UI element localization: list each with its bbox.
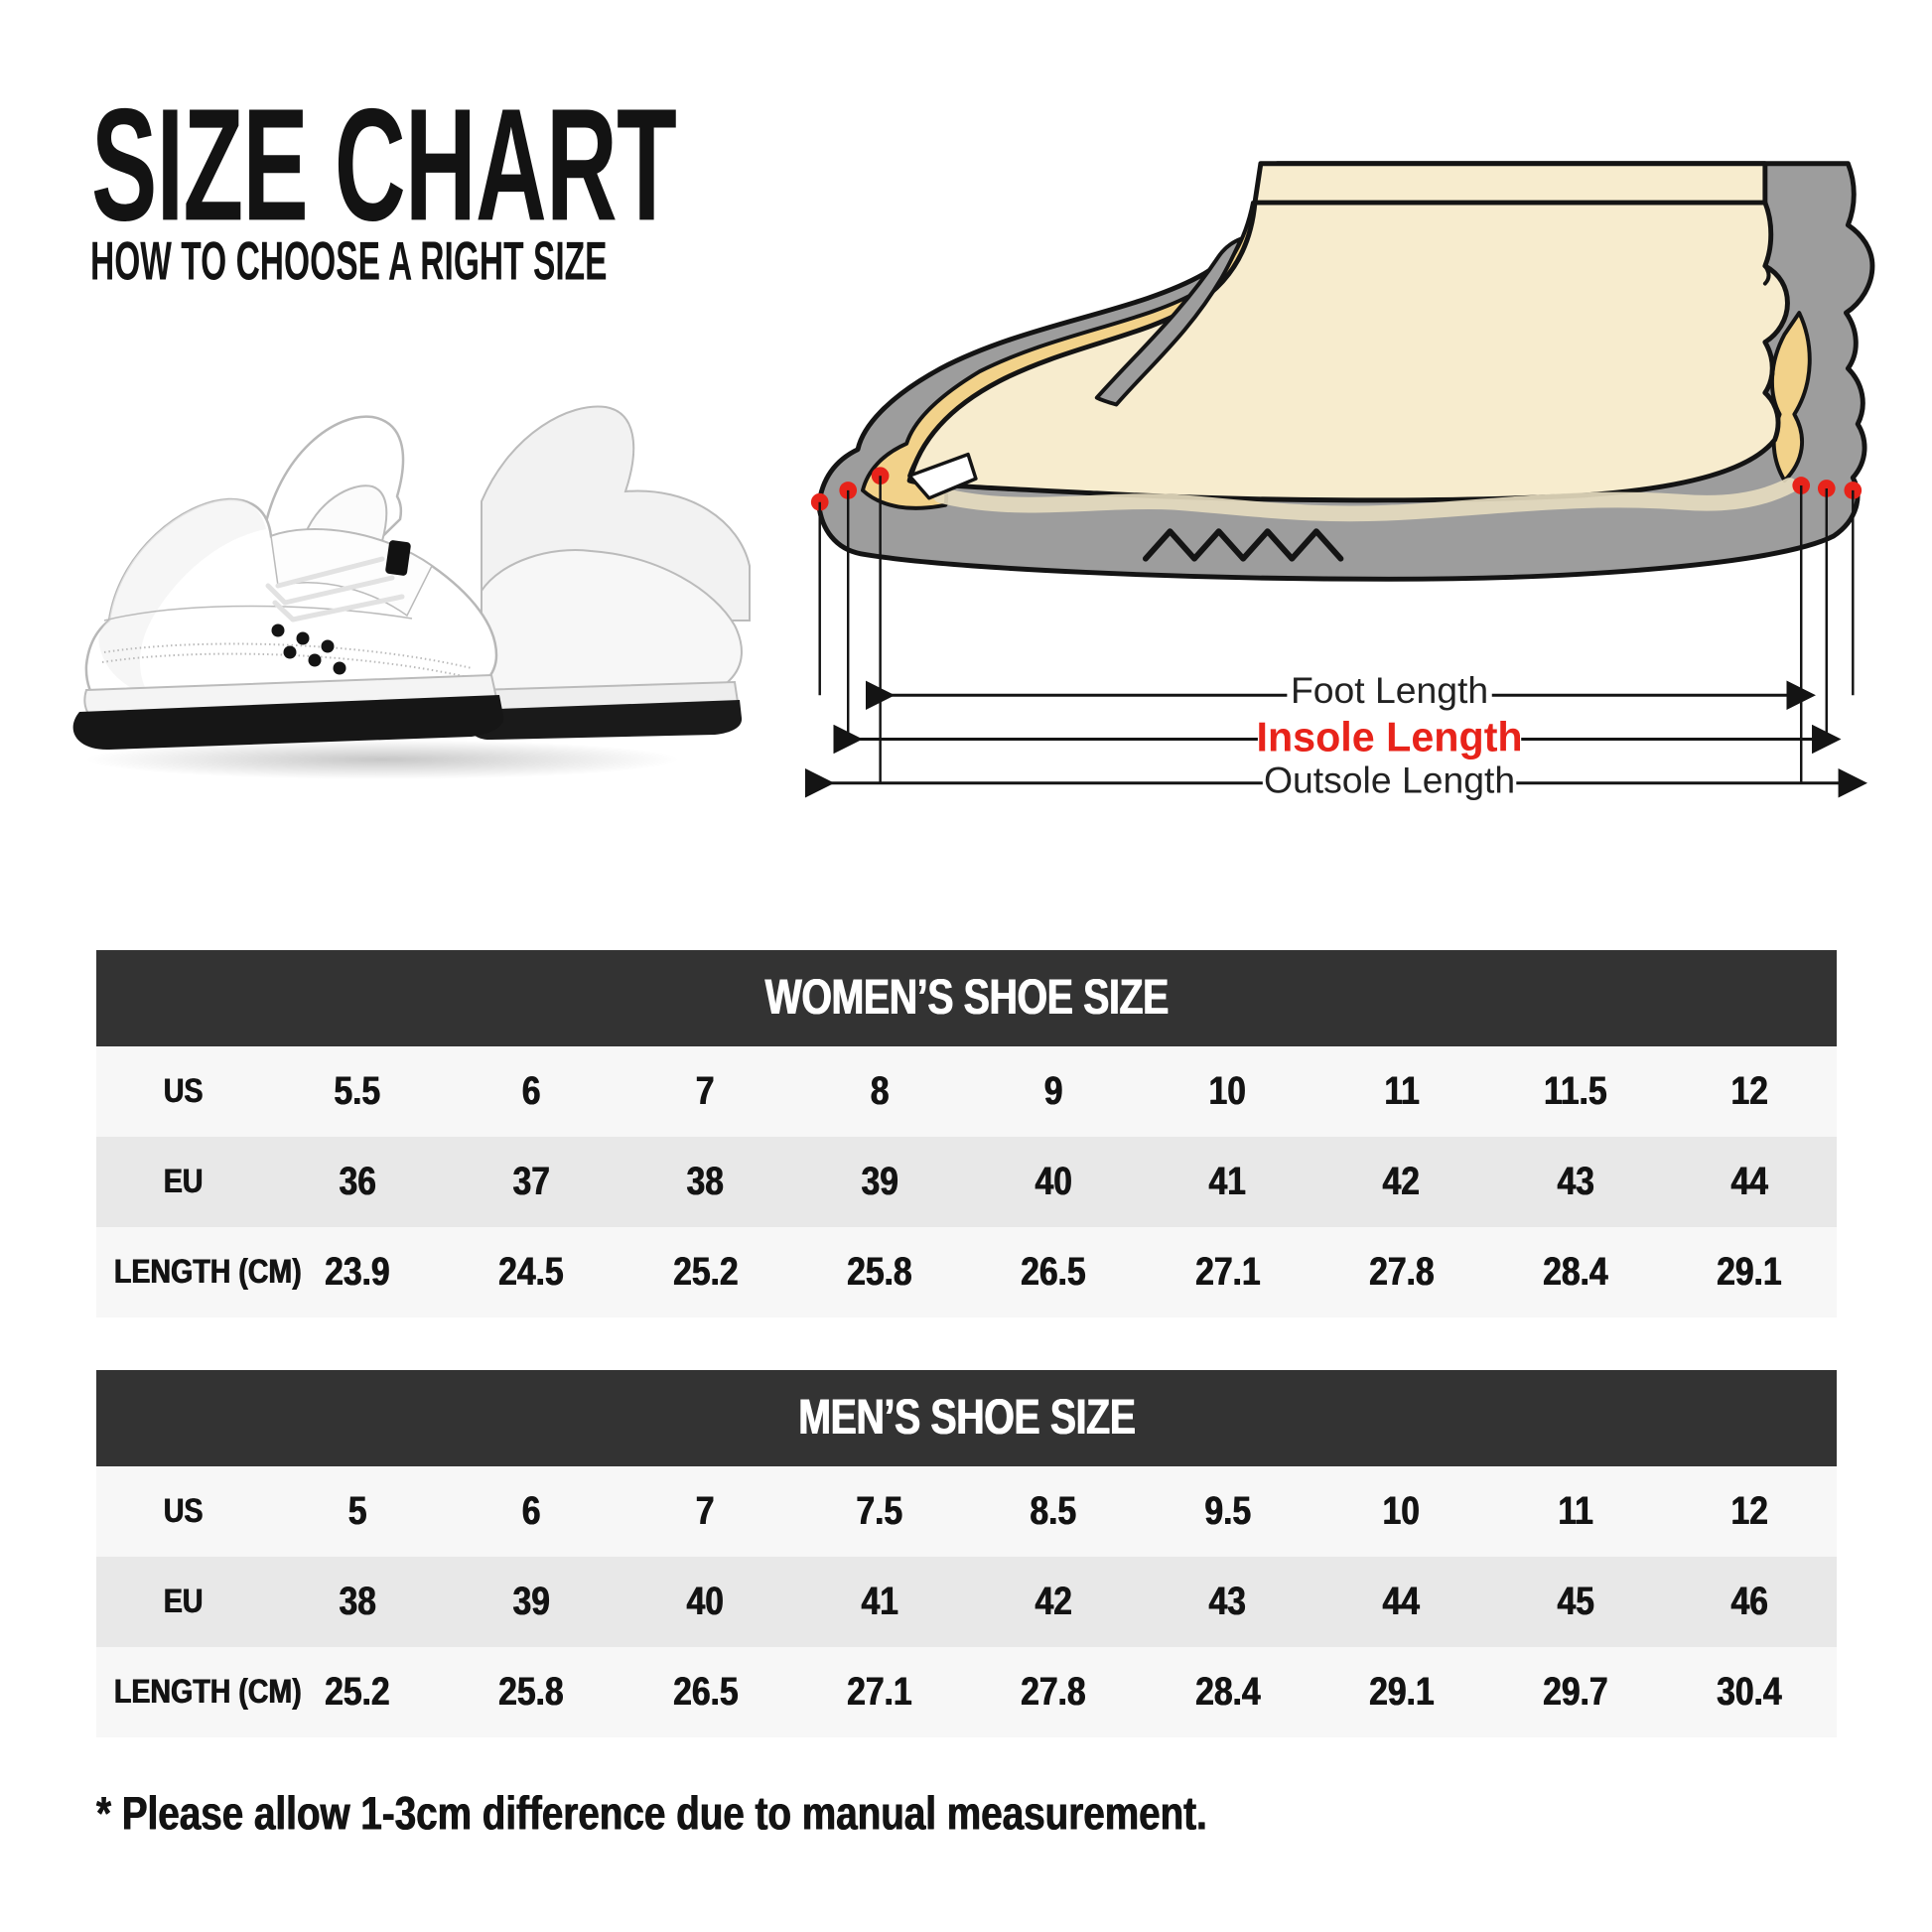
svg-text:Outsole Length: Outsole Length — [1264, 759, 1515, 801]
svg-text:Foot Length: Foot Length — [1291, 669, 1488, 711]
svg-text:Insole Length: Insole Length — [1257, 714, 1523, 759]
